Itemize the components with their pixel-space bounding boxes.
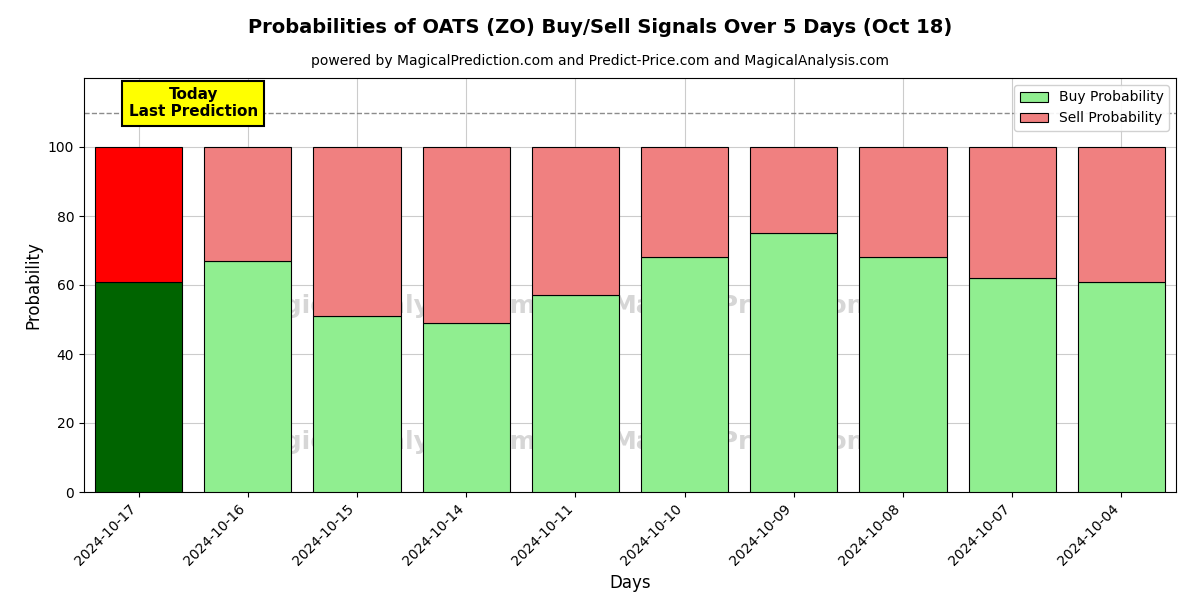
Text: MagicalPrediction.com: MagicalPrediction.com <box>611 430 932 454</box>
Bar <box>532 147 619 295</box>
Text: MagicalAnalysis.com: MagicalAnalysis.com <box>242 430 536 454</box>
Bar <box>750 233 838 492</box>
Text: Probabilities of OATS (ZO) Buy/Sell Signals Over 5 Days (Oct 18): Probabilities of OATS (ZO) Buy/Sell Sign… <box>248 18 952 37</box>
Bar <box>1078 281 1165 492</box>
Bar <box>95 281 182 492</box>
Bar <box>859 257 947 492</box>
Bar <box>204 261 292 492</box>
Bar <box>532 295 619 492</box>
Legend: Buy Probability, Sell Probability: Buy Probability, Sell Probability <box>1014 85 1169 131</box>
Bar <box>204 147 292 261</box>
Bar <box>422 323 510 492</box>
Text: MagicalAnalysis.com: MagicalAnalysis.com <box>242 293 536 317</box>
Bar <box>968 278 1056 492</box>
Bar <box>422 147 510 323</box>
Bar <box>968 147 1056 278</box>
Bar <box>1078 147 1165 281</box>
Bar <box>95 147 182 281</box>
Bar <box>313 316 401 492</box>
Bar <box>641 257 728 492</box>
Text: powered by MagicalPrediction.com and Predict-Price.com and MagicalAnalysis.com: powered by MagicalPrediction.com and Pre… <box>311 54 889 68</box>
Text: Today
Last Prediction: Today Last Prediction <box>128 87 258 119</box>
Bar <box>750 147 838 233</box>
Y-axis label: Probability: Probability <box>24 241 42 329</box>
Bar <box>313 147 401 316</box>
Bar <box>641 147 728 257</box>
Text: MagicalPrediction.com: MagicalPrediction.com <box>611 293 932 317</box>
X-axis label: Days: Days <box>610 574 650 592</box>
Bar <box>859 147 947 257</box>
